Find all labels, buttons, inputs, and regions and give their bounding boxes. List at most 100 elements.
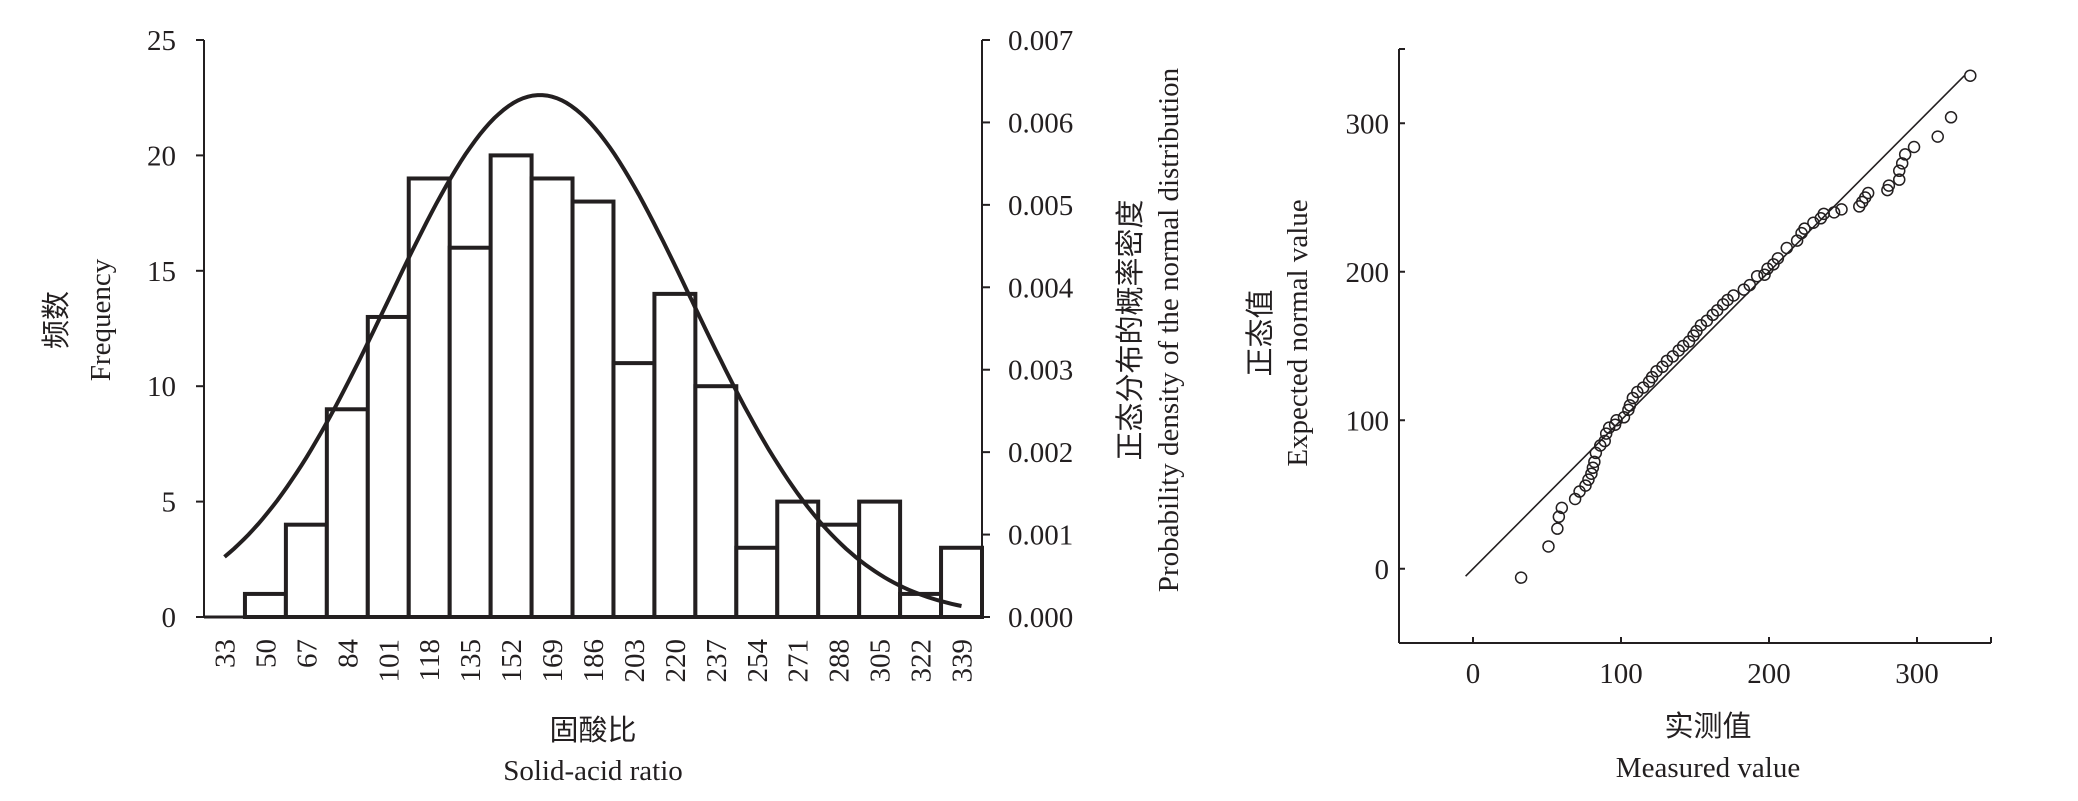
y-tick-label: 5 <box>162 487 177 519</box>
histogram-bar <box>939 545 984 620</box>
y-axis-label: Frequency <box>85 258 117 381</box>
histogram-bar <box>775 499 821 620</box>
qq-y-axis-label-cn: 正态值 <box>1244 289 1277 376</box>
histogram-bar <box>857 499 903 620</box>
qq-point <box>1827 206 1841 219</box>
qq-point <box>1835 203 1848 216</box>
qq-point <box>1610 414 1623 427</box>
histogram-bar <box>570 199 616 619</box>
qq-point <box>1623 399 1637 412</box>
qq-point <box>1758 268 1771 281</box>
histogram-bar <box>365 314 411 619</box>
qq-point <box>1892 173 1906 186</box>
qq-point <box>1542 540 1555 553</box>
qq-x-axis-label-cn: 实测值 <box>1664 710 1751 743</box>
qq-point <box>1771 252 1785 265</box>
qq-point <box>1727 289 1740 302</box>
x-tick-label: 67 <box>291 639 323 668</box>
histogram-bar <box>324 407 370 619</box>
histogram-bar <box>693 384 739 620</box>
x-tick-label: 118 <box>414 639 446 681</box>
histogram-bar <box>816 522 862 619</box>
qq-x-tick-label: 0 <box>1466 658 1481 690</box>
qq-point <box>1585 467 1598 480</box>
reference-line <box>1465 75 1965 577</box>
qq-point <box>1892 164 1906 178</box>
y2-tick-label: 0.005 <box>1008 190 1073 222</box>
qq-point <box>1931 130 1944 143</box>
qq-point <box>1594 439 1607 452</box>
qq-point <box>1895 157 1909 170</box>
qq-x-axis-label: Measured value <box>1616 752 1800 784</box>
y-tick-label: 10 <box>147 371 176 403</box>
x-axis-label-cn: 固酸比 <box>549 714 636 747</box>
y-tick-label: 25 <box>147 25 176 57</box>
qq-plot-chart: 0 100 200 300 0 100 200 300 正态值 Expected normal… <box>1244 48 1992 784</box>
histogram-bar <box>734 545 780 620</box>
histogram-bar <box>447 245 493 619</box>
qq-point <box>1750 269 1764 283</box>
x-tick-label: 254 <box>742 639 774 683</box>
y2-axis-label: Probability density of the normal distri… <box>1153 67 1185 592</box>
y-tick-label: 20 <box>147 140 176 172</box>
x-tick-label: 322 <box>906 639 938 683</box>
y2-tick-label: 0.004 <box>1008 272 1074 304</box>
histogram-bar <box>283 522 329 619</box>
x-axis-label: Solid-acid ratio <box>503 755 683 787</box>
y-tick-label: 0 <box>162 602 177 634</box>
qq-axes: 0 100 200 300 0 100 200 300 <box>1346 48 1992 690</box>
qq-point <box>1798 222 1811 235</box>
x-tick-label: 50 <box>250 639 282 668</box>
qq-point <box>1861 186 1875 200</box>
qq-point <box>1898 148 1912 161</box>
normal-density-curve <box>223 93 962 608</box>
qq-point <box>1579 479 1592 492</box>
qq-point <box>1964 69 1977 82</box>
qq-point <box>1716 298 1730 311</box>
qq-y-tick-label: 100 <box>1346 405 1390 437</box>
x-tick-label: 169 <box>537 639 569 683</box>
qq-point <box>1582 473 1595 486</box>
qq-x-tick-label: 200 <box>1747 658 1791 690</box>
qq-x-tick-label: 300 <box>1895 658 1939 690</box>
qq-point <box>1780 241 1794 255</box>
x-tick-label: 33 <box>209 639 241 668</box>
qq-y-tick-label: 300 <box>1346 108 1390 140</box>
y2-tick-label: 0.003 <box>1008 355 1073 387</box>
y-tick-label: 15 <box>147 256 176 288</box>
qq-x-tick-label: 100 <box>1599 658 1643 690</box>
qq-point <box>1672 344 1685 357</box>
qq-point <box>1706 308 1720 322</box>
x-tick-label: 101 <box>373 639 405 683</box>
histogram-chart: 0 5 10 15 20 25 0.000 0.001 0.002 0.003 0.004 0.005… <box>40 25 1185 787</box>
qq-point <box>1588 455 1601 469</box>
y2-tick-label: 0.002 <box>1008 437 1073 469</box>
qq-point <box>1602 421 1616 434</box>
qq-y-tick-label: 200 <box>1346 257 1390 289</box>
x-tick-label: 135 <box>455 639 487 683</box>
x-tick-label: 339 <box>947 639 979 683</box>
qq-point <box>1944 111 1958 124</box>
x-tick-label: 288 <box>824 639 856 683</box>
x-tick-label: 84 <box>332 639 364 669</box>
qq-point <box>1743 278 1757 292</box>
histogram-bars <box>242 153 984 620</box>
y2-axis-label-cn: 正态分布的概率密度 <box>1114 199 1147 460</box>
x-tick-label: 237 <box>701 639 733 683</box>
histogram-bar <box>242 591 288 619</box>
qq-point <box>1586 461 1600 475</box>
y2-tick-label: 0.000 <box>1008 602 1073 634</box>
qq-point <box>1552 510 1566 524</box>
qq-points <box>1514 69 1977 584</box>
y2-tick-label: 0.006 <box>1008 107 1073 139</box>
y2-tick-label: 0.007 <box>1008 25 1073 57</box>
qq-point <box>1710 304 1724 317</box>
qq-point <box>1598 434 1611 448</box>
qq-point <box>1599 427 1613 440</box>
histogram-bar <box>652 291 698 619</box>
histogram-bar <box>529 176 575 619</box>
histogram-bar <box>611 361 657 619</box>
y-axis-label-cn: 频数 <box>40 291 73 349</box>
qq-y-axis-label: Expected normal value <box>1282 199 1314 466</box>
x-tick-label: 203 <box>619 639 651 683</box>
